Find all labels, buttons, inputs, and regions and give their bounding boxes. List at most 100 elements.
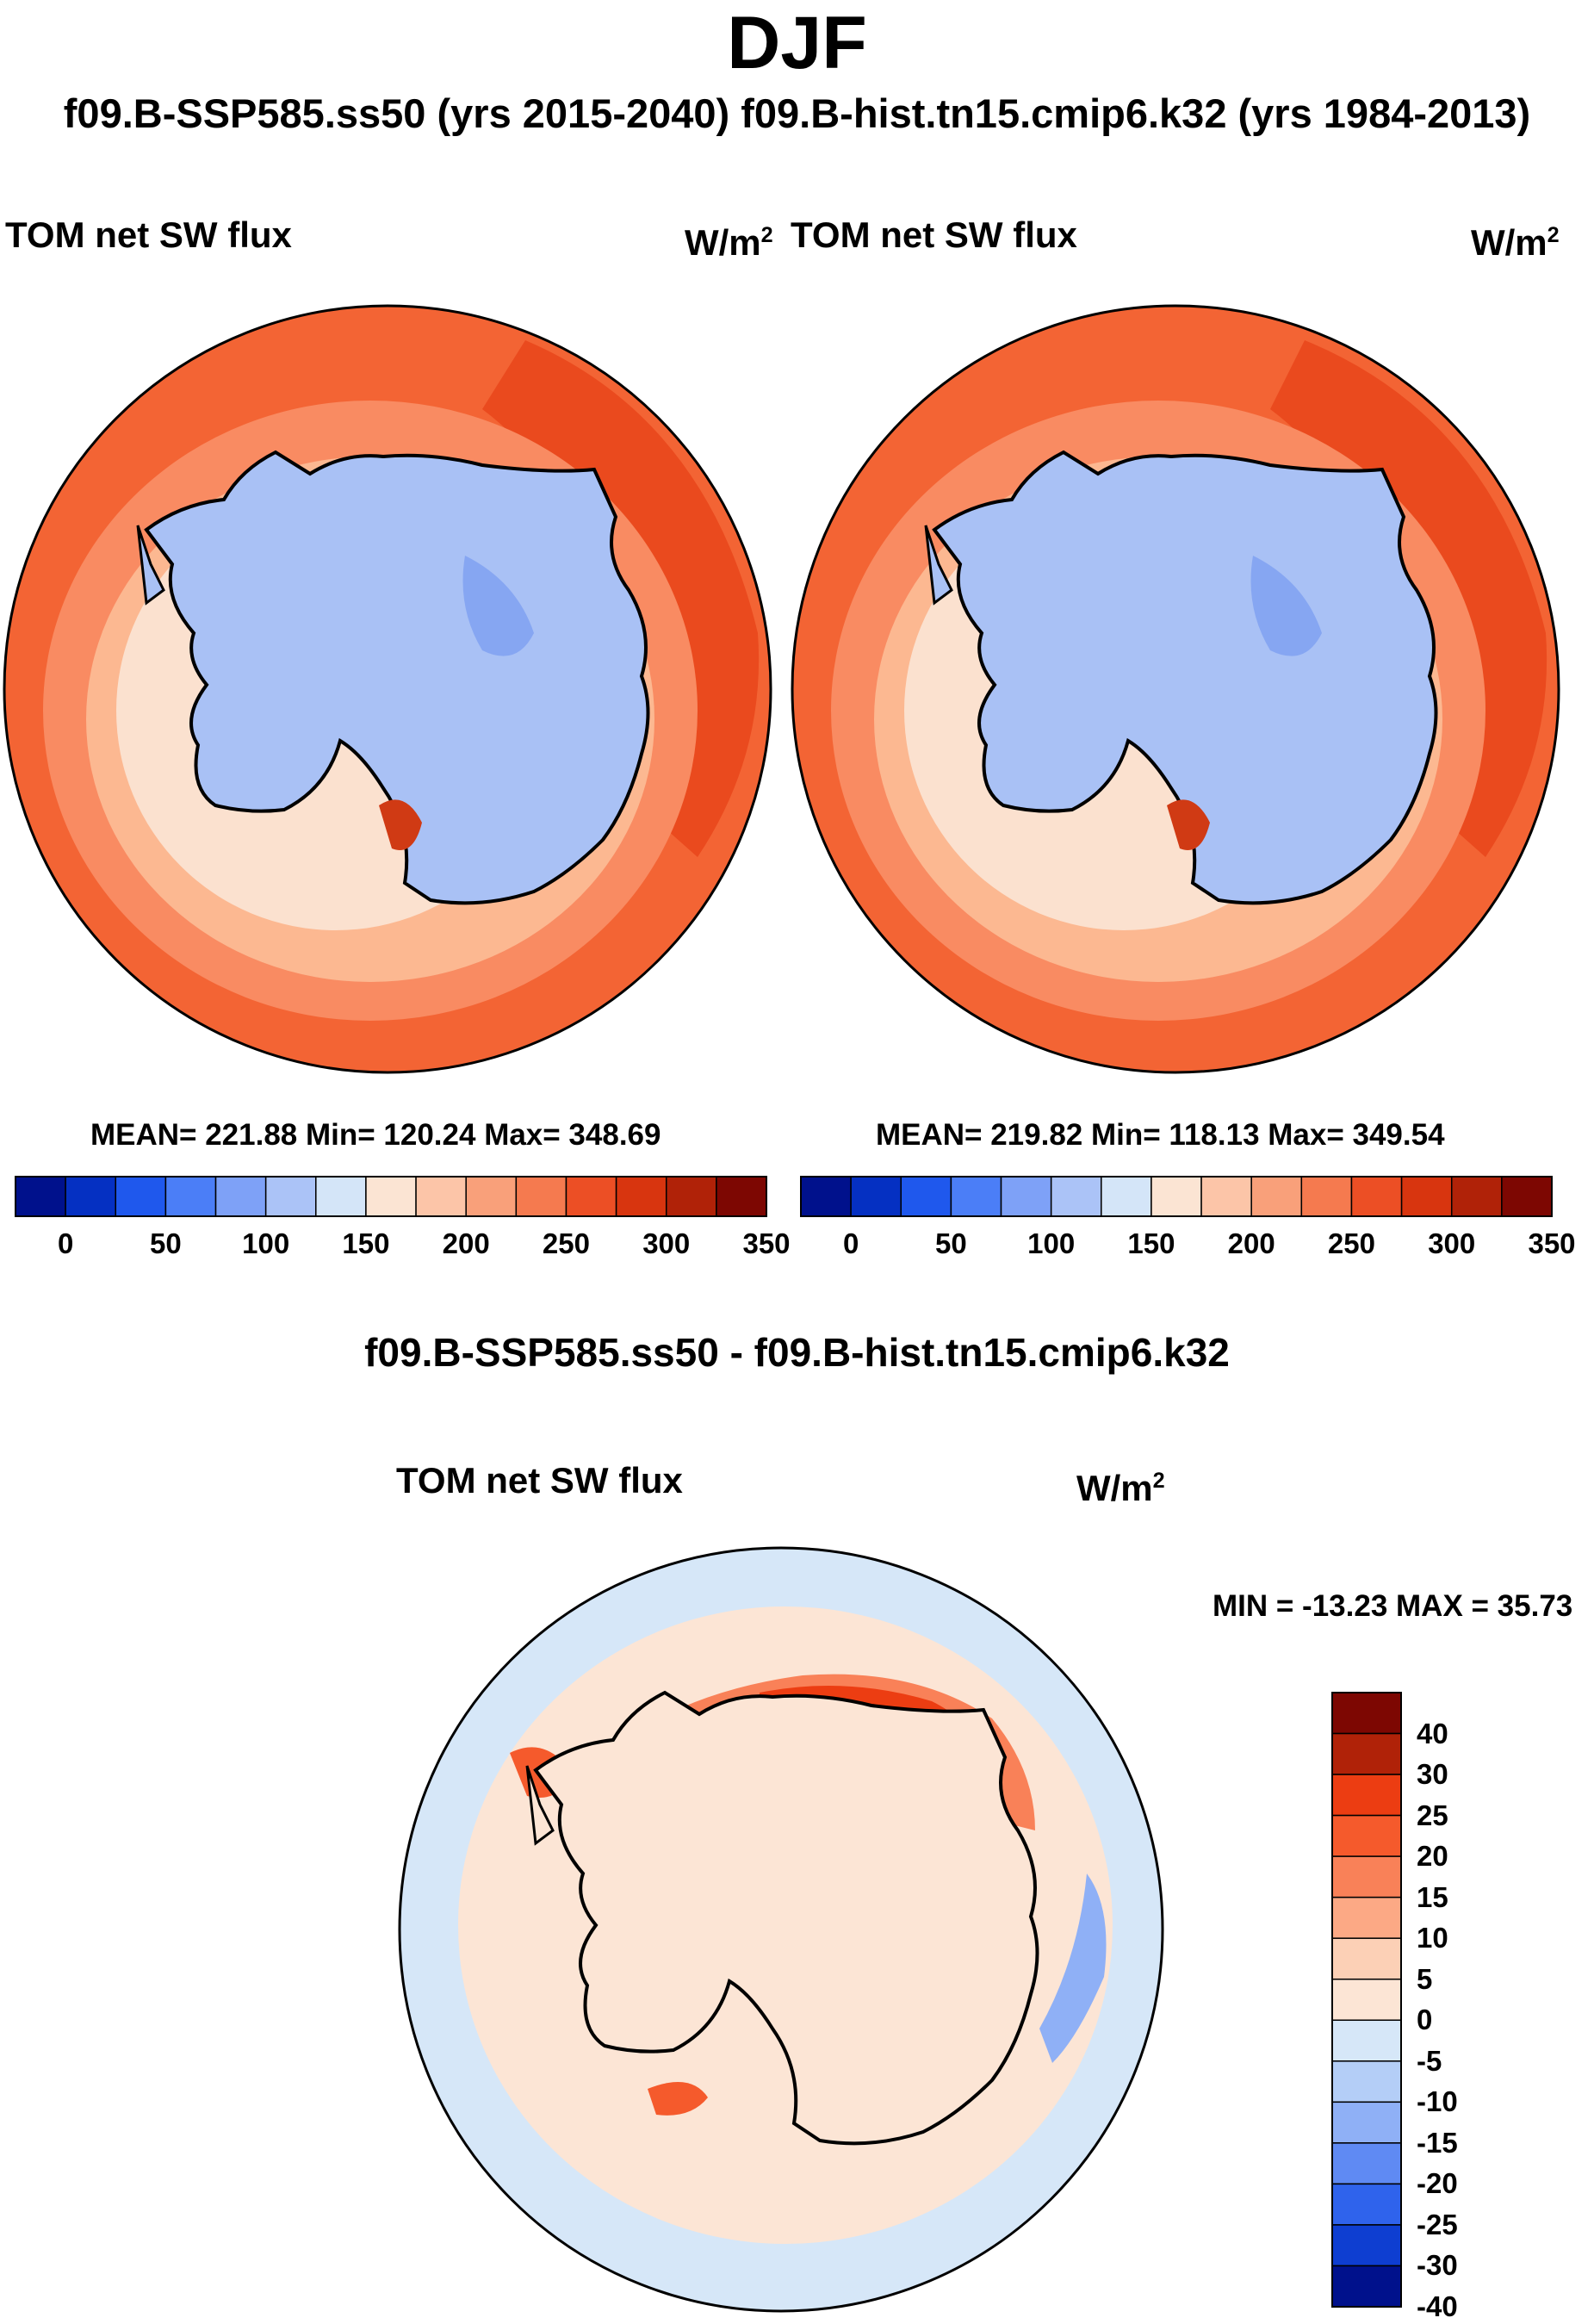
- colorbar-tick-label: 200: [1227, 1227, 1275, 1259]
- colorbar-tick-label: 250: [1327, 1227, 1375, 1259]
- colorbar-box: [1331, 1732, 1402, 1775]
- diff-colorbar: [1331, 1692, 1402, 2308]
- colorbar-frame: [800, 1176, 1553, 1217]
- colorbar-tick-label: 0: [57, 1227, 74, 1259]
- colorbar-box: [264, 1176, 317, 1217]
- colorbar-box: [1250, 1176, 1303, 1217]
- panel2-map-border: [791, 304, 1560, 1074]
- panel1-units-exp: 2: [760, 223, 773, 247]
- colorbar-tick-label: 30: [1417, 1758, 1448, 1791]
- colorbar-tick-label: 100: [242, 1227, 290, 1259]
- colorbar-tick-label: -15: [1417, 2126, 1458, 2159]
- colorbar-box: [65, 1176, 117, 1217]
- panel1-coast-hotspot: [379, 799, 422, 850]
- diff-stats: MIN = -13.23 MAX = 35.73: [1213, 1589, 1573, 1623]
- panel1-peninsula: [136, 525, 165, 606]
- colorbar-box: [1331, 1692, 1402, 1735]
- colorbar-box: [1331, 2183, 1402, 2226]
- colorbar-tick-label: 15: [1417, 1880, 1448, 1913]
- diff-variable-label: TOM net SW flux: [396, 1460, 683, 1501]
- colorbar-box: [1331, 1896, 1402, 1939]
- colorbar-box: [1331, 2101, 1402, 2144]
- colorbar-box: [465, 1176, 518, 1217]
- colorbar-box: [900, 1176, 952, 1217]
- colorbar-box: [565, 1176, 617, 1217]
- colorbar-box: [615, 1176, 667, 1217]
- panel1-interior-dark: [462, 556, 534, 656]
- panel2-variable-label: TOM net SW flux: [791, 214, 1077, 255]
- colorbar-tick-label: -40: [1417, 2290, 1458, 2322]
- colorbar-box: [164, 1176, 217, 1217]
- colorbar-tick-label: 250: [542, 1227, 590, 1259]
- diff-title: f09.B-SSP585.ss50 - f09.B-hist.tn15.cmip…: [364, 1330, 1230, 1375]
- colorbar-frame: [1331, 1692, 1402, 2308]
- colorbar-box: [950, 1176, 1002, 1217]
- panel2-coast-hotspot: [1167, 799, 1210, 850]
- panel1-antarctica: [144, 450, 650, 905]
- colorbar-tick-label: 350: [1528, 1227, 1576, 1259]
- colorbar-box: [1331, 1978, 1402, 2022]
- colorbar-box: [365, 1176, 417, 1217]
- diff-peninsula: [525, 1765, 555, 1846]
- colorbar-tick-label: 0: [842, 1227, 859, 1259]
- colorbar-tick-label: 200: [442, 1227, 490, 1259]
- colorbar-box: [1331, 2142, 1402, 2185]
- colorbar-box: [1350, 1176, 1403, 1217]
- colorbar-tick-label: 25: [1417, 1799, 1448, 1831]
- colorbar-box: [515, 1176, 568, 1217]
- colorbar-box: [1331, 1814, 1402, 1857]
- colorbar-box: [315, 1176, 367, 1217]
- panel1-map-border: [3, 304, 772, 1074]
- colorbar-box: [1331, 1855, 1402, 1898]
- colorbar-box: [214, 1176, 267, 1217]
- panel1-units-label: W/m2: [685, 214, 773, 264]
- colorbar-tick-label: 300: [1428, 1227, 1476, 1259]
- panel2-peninsula: [924, 525, 953, 606]
- diff-units-exp: 2: [1152, 1469, 1165, 1493]
- colorbar-tick-label: 5: [1417, 1962, 1433, 1995]
- colorbar-box: [1331, 2019, 1402, 2062]
- colorbar-box: [1151, 1176, 1202, 1217]
- colorbar-box: [1331, 1774, 1402, 1817]
- colorbar-box: [1300, 1176, 1353, 1217]
- colorbar-box: [15, 1176, 66, 1217]
- colorbar-tick-label: 10: [1417, 1922, 1448, 1954]
- colorbar-box: [1000, 1176, 1052, 1217]
- colorbar-tick-label: 20: [1417, 1840, 1448, 1873]
- figure-subtitle: f09.B-SSP585.ss50 (yrs 2015-2040) f09.B-…: [63, 90, 1531, 136]
- diff-map-border: [398, 1546, 1164, 2313]
- colorbar-box: [1101, 1176, 1152, 1217]
- colorbar-box: [800, 1176, 852, 1217]
- colorbar-box: [1450, 1176, 1503, 1217]
- colorbar-tick-label: 0: [1417, 2004, 1433, 2036]
- colorbar-tick-label: 150: [342, 1227, 390, 1259]
- colorbar-box: [1050, 1176, 1102, 1217]
- colorbar-box: [1331, 2060, 1402, 2103]
- colorbar-box: [415, 1176, 467, 1217]
- colorbar-tick-label: -10: [1417, 2085, 1458, 2118]
- colorbar-tick-label: -20: [1417, 2167, 1458, 2200]
- panel2-units-label: W/m2: [1471, 214, 1560, 264]
- panel1-units-base: W/m: [685, 222, 761, 263]
- diff-antarctica: [533, 1690, 1039, 2146]
- colorbar-box: [1331, 2224, 1402, 2267]
- panel1-stats: MEAN= 221.88 Min= 120.24 Max= 348.69: [90, 1118, 661, 1152]
- colorbar-box: [1331, 2265, 1402, 2308]
- panel2-units-base: W/m: [1471, 222, 1547, 263]
- colorbar-tick-label: 40: [1417, 1717, 1448, 1749]
- colorbar-box: [1501, 1176, 1553, 1217]
- colorbar-tick-label: -25: [1417, 2208, 1458, 2240]
- colorbar-tick-label: 350: [742, 1227, 791, 1259]
- panel2-polar-map: [791, 304, 1560, 1074]
- panel2-units-exp: 2: [1547, 223, 1560, 247]
- colorbar-box: [1200, 1176, 1252, 1217]
- colorbar-box: [115, 1176, 167, 1217]
- diff-units-base: W/m: [1076, 1468, 1153, 1508]
- colorbar-tick-label: -30: [1417, 2249, 1458, 2282]
- colorbar-frame: [15, 1176, 767, 1217]
- colorbar-box: [850, 1176, 902, 1217]
- colorbar-box: [1331, 1937, 1402, 1980]
- panel2-interior-dark: [1250, 556, 1322, 656]
- diff-polar-map: [398, 1546, 1164, 2313]
- diff-units-label: W/m2: [1076, 1459, 1165, 1510]
